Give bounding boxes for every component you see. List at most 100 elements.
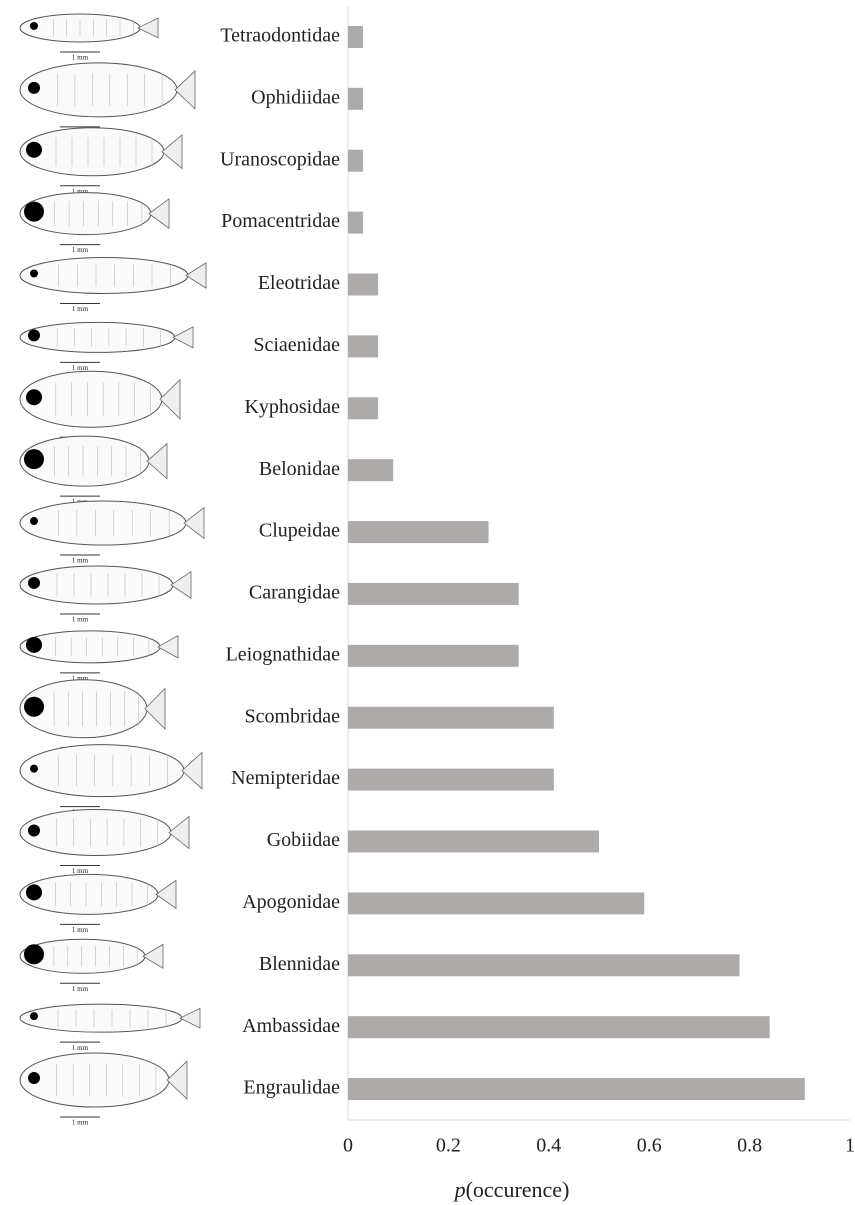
scale-bar-label: 1 mm: [72, 867, 89, 875]
y-tick-label: Blennidae: [259, 953, 340, 975]
x-axis-text: (occurence): [466, 1177, 570, 1202]
scale-bar-label: 1 mm: [72, 1044, 89, 1052]
fish-tail: [166, 1060, 188, 1100]
fish-body: [19, 809, 172, 856]
fish-eye: [30, 517, 38, 526]
y-tick-label: Belonidae: [259, 458, 340, 480]
fish-tail: [185, 262, 207, 289]
y-tick-label: Ambassidae: [242, 1015, 340, 1037]
bar: [348, 830, 599, 853]
bar: [348, 397, 379, 420]
fish-tail: [179, 1007, 201, 1029]
fish-eye: [26, 141, 42, 158]
y-tick-label: Apogonidae: [242, 891, 340, 913]
scale-bar-label: 1 mm: [72, 616, 89, 624]
scale-bar-label: 1 mm: [72, 54, 89, 62]
fish-body: [19, 565, 174, 605]
fish-tail: [170, 570, 192, 599]
fish-eye: [28, 824, 40, 837]
x-tick-label: 1: [845, 1135, 855, 1157]
y-tick-label: Pomacentridae: [221, 210, 340, 232]
scale-bar-label: 1 mm: [72, 246, 89, 254]
y-tick-label: Carangidae: [249, 582, 340, 604]
y-tick-label: Nemipteridae: [231, 767, 340, 789]
fish-eye: [24, 449, 44, 470]
fish-eye: [28, 329, 40, 342]
x-tick-label: 0.8: [737, 1135, 762, 1157]
scale-bar-label: 1 mm: [72, 187, 89, 195]
bar: [348, 459, 394, 482]
fish-eye: [28, 81, 40, 94]
fish-tail: [148, 198, 170, 230]
bar: [348, 644, 519, 667]
fish-eye: [24, 944, 44, 965]
y-tick-label: Gobiidae: [267, 829, 340, 851]
fish-tail: [142, 943, 164, 969]
fish-tail: [157, 634, 179, 659]
fish-illustration: 1 mm: [19, 565, 192, 624]
bar: [348, 706, 554, 729]
y-tick-label: Sciaenidae: [253, 334, 340, 356]
fish-illustration: 1 mm: [19, 192, 170, 254]
fish-tail: [146, 442, 168, 480]
fish-body: [19, 257, 189, 294]
fish-illustration: 1 mm: [19, 938, 164, 993]
fish-eye: [30, 1012, 38, 1021]
x-tick-label: 0: [343, 1135, 353, 1157]
fish-illustration: 1 mm: [19, 744, 203, 816]
fish-eye: [30, 21, 38, 30]
y-tick-label: Kyphosidae: [244, 396, 340, 418]
fish-eye: [26, 884, 42, 901]
scale-bar-label: 1 mm: [72, 305, 89, 313]
fish-tail: [161, 134, 183, 170]
x-axis-symbol: p: [453, 1177, 466, 1202]
fish-illustration: 1 mm: [19, 321, 194, 372]
scale-bar-label: 1 mm: [72, 557, 89, 565]
fish-body: [19, 1003, 183, 1033]
fish-illustration: 1 mm: [19, 1003, 201, 1052]
y-tick-label: Ophidiidae: [251, 86, 340, 108]
fish-tail: [159, 378, 181, 420]
fish-illustration: 1 mm: [19, 370, 181, 447]
fish-eye: [24, 201, 44, 222]
scale-bar-label: 1 mm: [72, 985, 89, 993]
bar: [348, 25, 364, 48]
bar: [348, 768, 554, 791]
bar: [348, 521, 489, 544]
fish-illustration: 1 mm: [19, 1052, 188, 1127]
fish-tail: [155, 879, 177, 910]
fish-tail: [137, 17, 159, 39]
fish-eye: [26, 636, 42, 653]
scale-bar-label: 1 mm: [72, 364, 89, 372]
fish-eye: [28, 576, 40, 589]
fish-tail: [183, 506, 205, 540]
bar: [348, 1016, 770, 1039]
scale-bar-label: 1 mm: [72, 926, 89, 934]
bar: [348, 892, 645, 915]
bar: [348, 954, 740, 977]
y-tick-label: Scombridae: [244, 705, 340, 727]
fish-illustration: 1 mm: [19, 435, 168, 506]
fish-illustration: 1 mm: [19, 500, 205, 565]
fish-tail: [168, 815, 190, 850]
fish-eye: [26, 389, 42, 406]
fish-illustration: 1 mm: [19, 679, 166, 757]
x-tick-label: 0.2: [436, 1135, 461, 1157]
bar: [348, 582, 519, 605]
x-axis-label: p(occurence): [453, 1177, 570, 1202]
bar: [348, 211, 364, 234]
fish-tail: [144, 687, 166, 730]
bar: [348, 1078, 805, 1101]
y-tick-label: Tetraodontidae: [220, 25, 340, 47]
y-tick-label: Uranoscopidae: [220, 148, 340, 170]
fish-illustration: 1 mm: [19, 873, 177, 934]
scale-bar-label: 1 mm: [72, 1119, 89, 1127]
x-tick-label: 0.4: [536, 1135, 561, 1157]
fish-eye: [30, 269, 38, 278]
fish-illustration: 1 mm: [19, 13, 159, 62]
fish-body: [19, 744, 185, 798]
y-tick-label: Engraulidae: [243, 1077, 340, 1099]
fish-body: [19, 1052, 170, 1108]
fish-tail: [174, 70, 196, 110]
